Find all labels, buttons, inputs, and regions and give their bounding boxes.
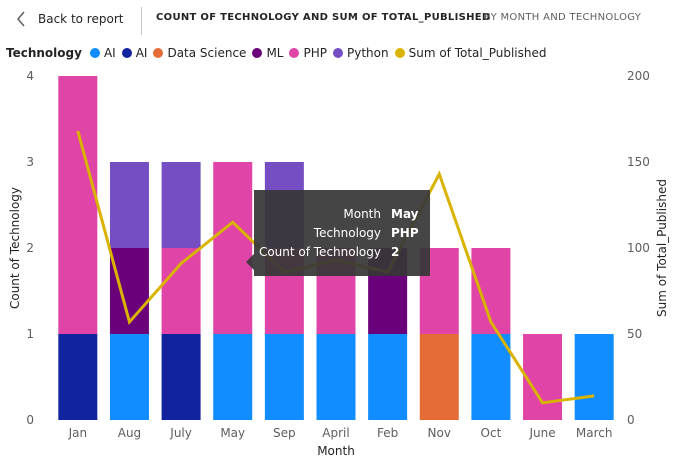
legend-label: PHP — [303, 46, 327, 60]
legend: Technology AI AI Data Science ML PHP Pyt… — [6, 44, 553, 62]
tooltip-label: Count of Technology — [258, 245, 381, 259]
legend-label: Python — [346, 46, 389, 60]
tooltip-value: May — [391, 207, 419, 221]
y-tick-label: 4 — [26, 69, 34, 83]
tooltip-label: Month — [343, 207, 381, 221]
legend-marker — [289, 48, 300, 58]
bar-segment[interactable] — [264, 334, 304, 420]
bar-segment[interactable] — [368, 334, 408, 420]
y-tick-label: 1 — [26, 327, 34, 341]
y2-tick-label: 0 — [627, 413, 635, 427]
legend-marker — [252, 48, 263, 58]
y2-axis-title: Sum of Total_Published — [655, 179, 669, 317]
y2-tick-label: 100 — [627, 241, 650, 255]
bar-segment[interactable] — [161, 248, 201, 334]
visual-subtitle: BY MONTH AND TECHNOLOGY — [484, 12, 642, 23]
y2-tick-label: 200 — [627, 69, 650, 83]
bar-segment[interactable] — [419, 334, 459, 420]
bar-segment[interactable] — [161, 162, 201, 248]
y-tick-label: 2 — [26, 241, 34, 255]
x-tick-label: Nov — [428, 426, 451, 440]
tooltip-pointer — [246, 254, 254, 270]
legend-label: ML — [266, 46, 284, 60]
y-tick-label: 3 — [26, 155, 34, 169]
x-tick-label: Sep — [273, 426, 296, 440]
legend-title: Technology — [6, 46, 82, 60]
legend-marker — [153, 48, 164, 58]
back-to-report-button[interactable]: Back to report — [16, 6, 123, 32]
x-tick-label: Feb — [377, 426, 398, 440]
legend-item-sum-published[interactable]: Sum of Total_Published — [394, 46, 547, 60]
legend-label: AI — [103, 46, 116, 60]
x-tick-label: May — [220, 426, 245, 440]
header-divider — [141, 7, 142, 35]
x-tick-label: Oct — [481, 426, 502, 440]
legend-label: AI — [135, 46, 148, 60]
x-axis-title: Month — [317, 444, 355, 458]
legend-label: Sum of Total_Published — [408, 46, 547, 60]
tooltip-label: Technology — [313, 226, 381, 240]
y-tick-label: 0 — [26, 413, 34, 427]
bar-segment[interactable] — [574, 334, 614, 420]
bar-segment[interactable] — [523, 334, 563, 420]
x-tick-label: March — [576, 426, 613, 440]
x-tick-label: June — [528, 426, 555, 440]
legend-item-php[interactable]: PHP — [289, 46, 327, 60]
x-tick-label: July — [169, 426, 192, 440]
legend-marker — [332, 48, 343, 58]
back-label: Back to report — [38, 12, 124, 26]
y2-tick-label: 150 — [627, 155, 650, 169]
x-tick-label: April — [322, 426, 349, 440]
bar-segment[interactable] — [213, 162, 253, 334]
x-tick-label: Jan — [68, 426, 88, 440]
legend-marker — [121, 48, 132, 58]
legend-marker — [89, 48, 100, 58]
y2-tick-label: 50 — [627, 327, 642, 341]
bar-segment[interactable] — [58, 334, 98, 420]
legend-item-ml[interactable]: ML — [252, 46, 283, 60]
legend-item-python[interactable]: Python — [332, 46, 389, 60]
legend-item-ai-light[interactable]: AI — [89, 46, 116, 60]
legend-marker — [394, 48, 405, 58]
tooltip-value: 2 — [391, 245, 400, 259]
visual-title: COUNT OF TECHNOLOGY AND SUM OF TOTAL_PUB… — [156, 12, 491, 23]
x-tick-label: Aug — [118, 426, 141, 440]
bar-segment[interactable] — [316, 334, 356, 420]
bar-segment[interactable] — [213, 334, 253, 420]
legend-item-ai-dark[interactable]: AI — [121, 46, 148, 60]
visual-header: Back to report COUNT OF TECHNOLOGY AND S… — [0, 0, 674, 38]
bar-segment[interactable] — [58, 76, 98, 334]
tooltip-row-count: Count of Technology 2 — [254, 245, 430, 261]
legend-label: Data Science — [167, 46, 247, 60]
y-axis-title: Count of Technology — [8, 187, 22, 309]
bar-segment[interactable] — [109, 334, 149, 420]
chevron-left-icon — [17, 11, 25, 27]
bar-segment[interactable] — [471, 334, 511, 420]
legend-item-data-science[interactable]: Data Science — [153, 46, 246, 60]
tooltip-value: PHP — [391, 226, 419, 240]
tooltip-row-technology: Technology PHP — [254, 226, 430, 242]
chart-tooltip: Month May Technology PHP Count of Techno… — [246, 190, 430, 276]
tooltip-row-month: Month May — [254, 207, 430, 223]
bar-segment[interactable] — [109, 162, 149, 248]
bar-segment[interactable] — [161, 334, 201, 420]
